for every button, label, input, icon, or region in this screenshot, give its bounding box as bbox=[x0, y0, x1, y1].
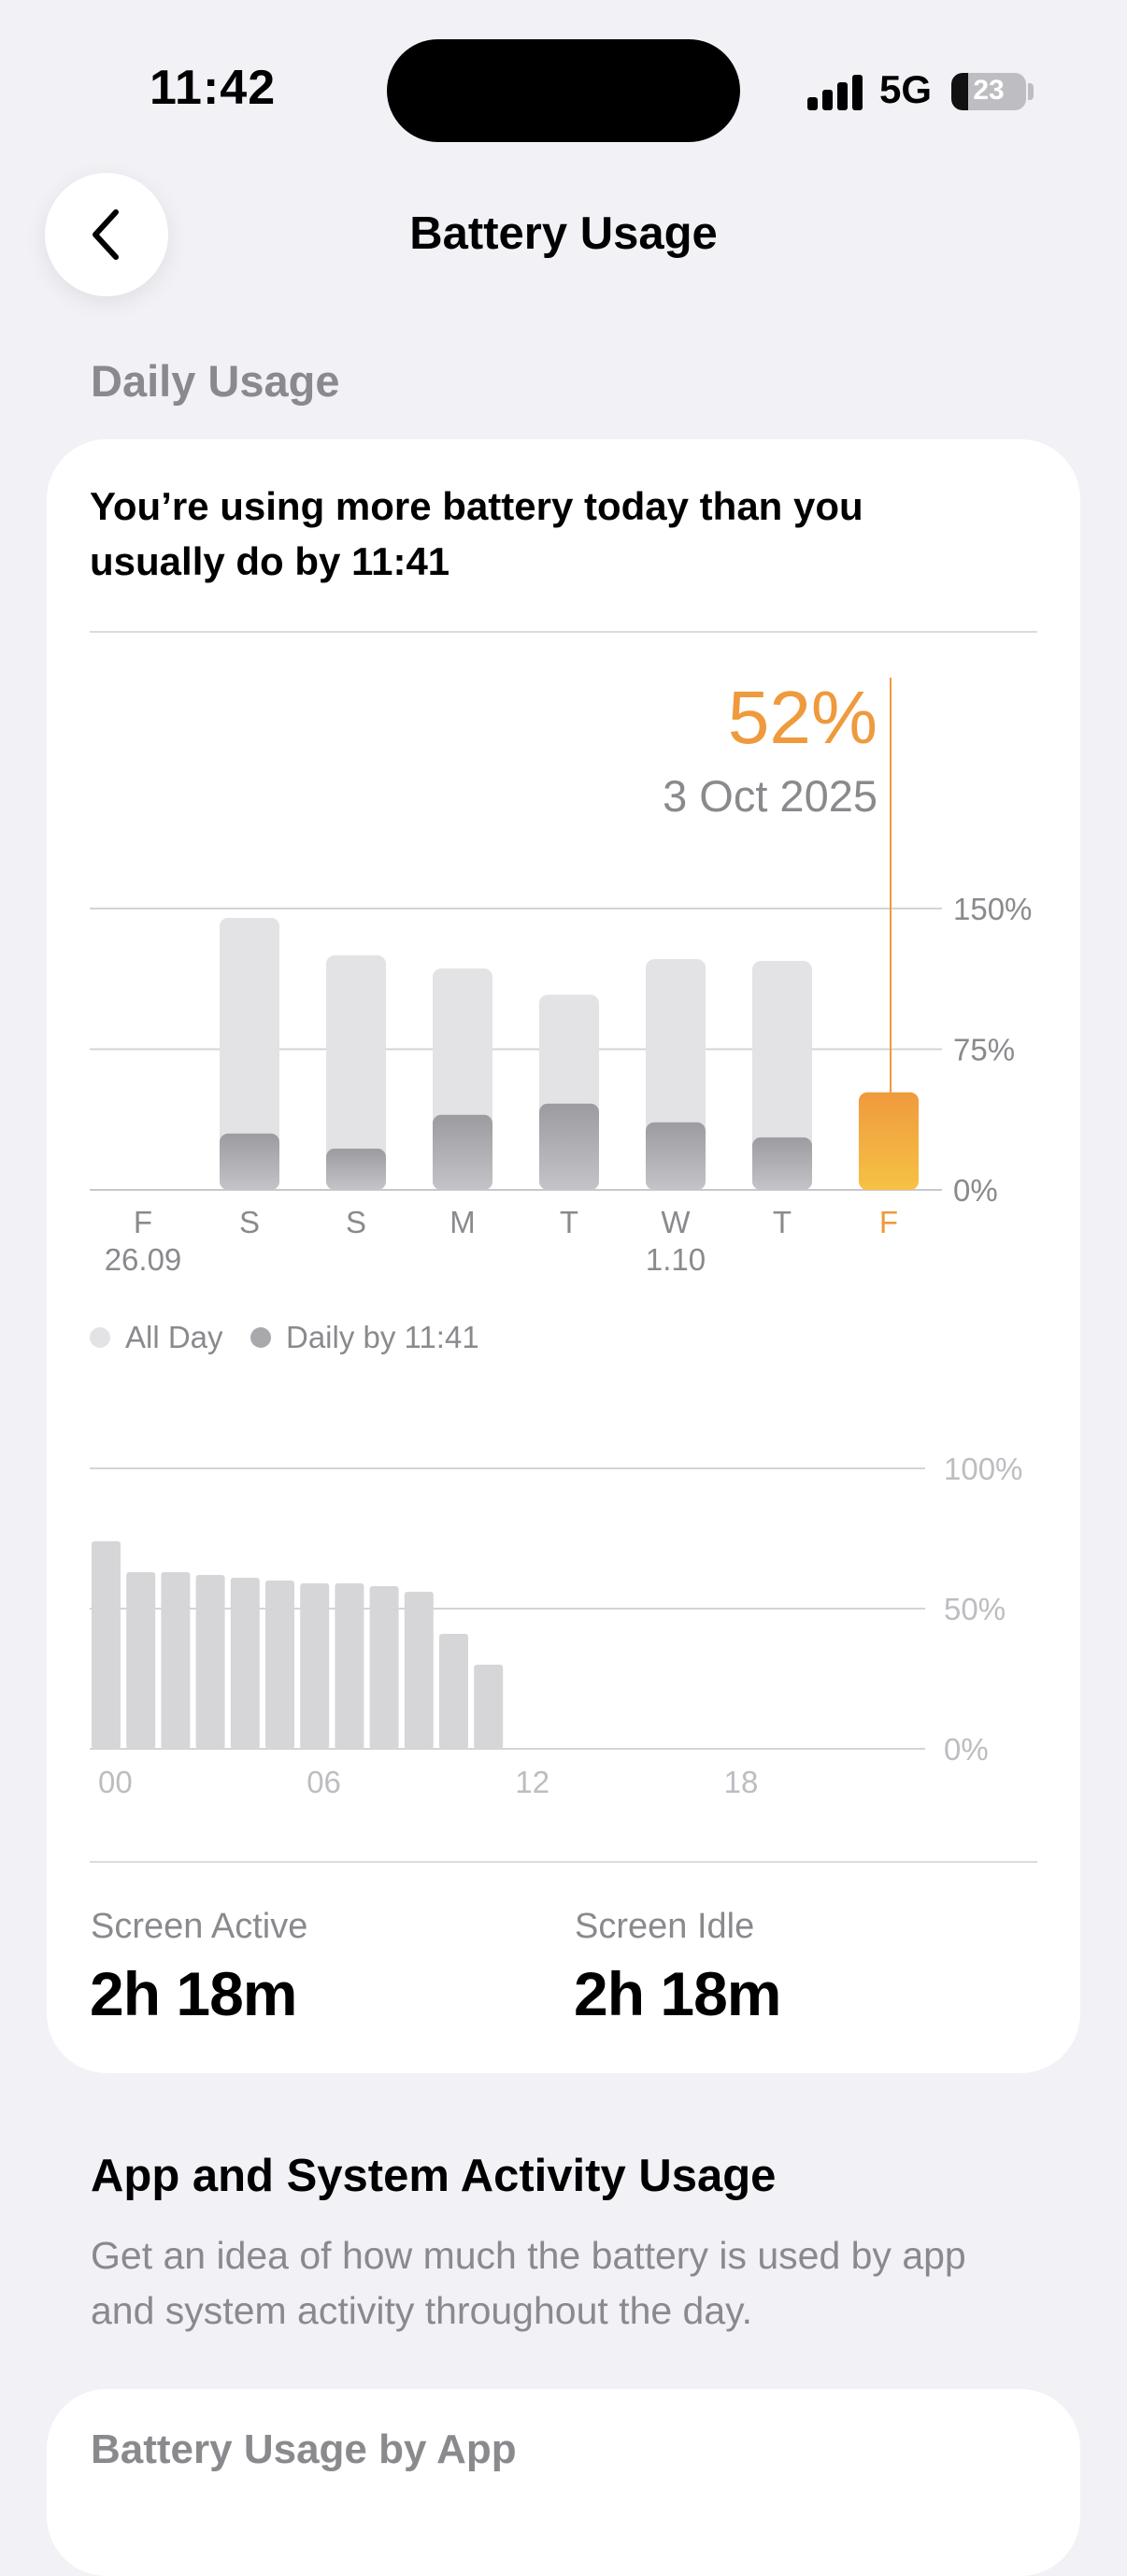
screen-active-value: 2h 18m bbox=[90, 1959, 297, 2028]
activity-usage-description: Get an idea of how much the battery is u… bbox=[91, 2234, 966, 2332]
screen-idle-value: 2h 18m bbox=[574, 1959, 781, 2028]
selected-value: 52% bbox=[728, 676, 877, 759]
hourly-bar bbox=[300, 1583, 330, 1749]
x-tick-label: 00 bbox=[98, 1765, 133, 1799]
legend-daily-by: Daily by 11:41 bbox=[250, 1320, 479, 1355]
screen-idle-label: Screen Idle bbox=[575, 1907, 755, 1946]
bar-daily-by bbox=[752, 1137, 812, 1190]
hourly-bar bbox=[439, 1634, 468, 1749]
y-tick-label: 100% bbox=[944, 1452, 1022, 1486]
selected-date: 3 Oct 2025 bbox=[663, 771, 877, 821]
y-tick-label: 150% bbox=[953, 892, 1032, 926]
usage-headline: You’re using more battery today than you… bbox=[90, 484, 863, 583]
bar-today bbox=[859, 1092, 919, 1190]
dynamic-island bbox=[387, 39, 740, 142]
x-tick-label: F bbox=[879, 1205, 898, 1239]
x-tick-sublabel: 1.10 bbox=[646, 1242, 706, 1277]
legend-all-day: All Day bbox=[90, 1320, 223, 1355]
x-tick-label: W bbox=[661, 1205, 691, 1239]
legend-dot bbox=[250, 1327, 271, 1348]
y-tick-label: 0% bbox=[944, 1732, 989, 1767]
hourly-bar bbox=[230, 1578, 260, 1749]
x-tick-sublabel: 26.09 bbox=[105, 1242, 182, 1277]
network-type: 5G bbox=[879, 67, 933, 111]
bar-daily-by bbox=[220, 1133, 279, 1190]
daily-usage-card bbox=[47, 439, 1080, 2073]
x-tick-label: T bbox=[560, 1205, 578, 1239]
y-tick-label: 0% bbox=[953, 1173, 998, 1208]
bar-all-day bbox=[326, 955, 386, 1190]
x-tick-label: M bbox=[449, 1205, 476, 1239]
daily-usage-label: Daily Usage bbox=[91, 356, 340, 406]
y-tick-label: 75% bbox=[953, 1033, 1015, 1067]
hourly-bar bbox=[92, 1541, 121, 1749]
battery-cap bbox=[1028, 83, 1034, 100]
legend-daily-by-label: Daily by 11:41 bbox=[286, 1320, 479, 1354]
signal-icon bbox=[807, 75, 863, 110]
hourly-bar bbox=[474, 1665, 504, 1749]
legend-all-day-label: All Day bbox=[125, 1320, 223, 1354]
bar-daily-by bbox=[326, 1148, 386, 1190]
hourly-bar bbox=[404, 1592, 434, 1749]
screen-active-label: Screen Active bbox=[91, 1907, 308, 1946]
app-usage-card-title: Battery Usage by App bbox=[91, 2426, 517, 2472]
divider bbox=[90, 631, 1037, 633]
hourly-bar bbox=[161, 1572, 191, 1749]
hourly-bar bbox=[195, 1575, 225, 1749]
x-tick-label: 12 bbox=[515, 1765, 549, 1799]
battery-level: 23 bbox=[973, 75, 1005, 106]
back-button[interactable] bbox=[45, 173, 168, 296]
y-tick-label: 50% bbox=[944, 1592, 1006, 1626]
chevron-left-icon bbox=[93, 209, 119, 260]
hourly-bar bbox=[126, 1572, 156, 1749]
x-tick-label: 18 bbox=[724, 1765, 759, 1799]
page-title: Battery Usage bbox=[409, 208, 718, 259]
x-tick-label: 06 bbox=[307, 1765, 341, 1799]
hourly-bar-chart: 100% 50% 0% 00 06 12 18 bbox=[90, 1452, 1022, 1799]
bar-all-day bbox=[752, 961, 812, 1190]
bar-daily-by bbox=[646, 1122, 706, 1190]
hourly-bar bbox=[265, 1581, 294, 1749]
hourly-bar bbox=[335, 1583, 364, 1749]
activity-usage-title: App and System Activity Usage bbox=[91, 2151, 777, 2201]
x-tick-label: F bbox=[134, 1205, 152, 1239]
x-tick-label: T bbox=[773, 1205, 792, 1239]
status-time: 11:42 bbox=[150, 61, 277, 115]
app-usage-card[interactable] bbox=[47, 2389, 1080, 2576]
legend-dot bbox=[90, 1327, 110, 1348]
bar-daily-by bbox=[539, 1103, 599, 1190]
hourly-bar bbox=[369, 1586, 399, 1749]
bar-daily-by bbox=[433, 1114, 492, 1190]
battery-icon: 23 bbox=[951, 73, 1026, 110]
x-tick-label: S bbox=[346, 1205, 366, 1239]
bar-all-day bbox=[220, 918, 279, 1190]
divider bbox=[90, 1861, 1037, 1863]
x-tick-label: S bbox=[239, 1205, 260, 1239]
